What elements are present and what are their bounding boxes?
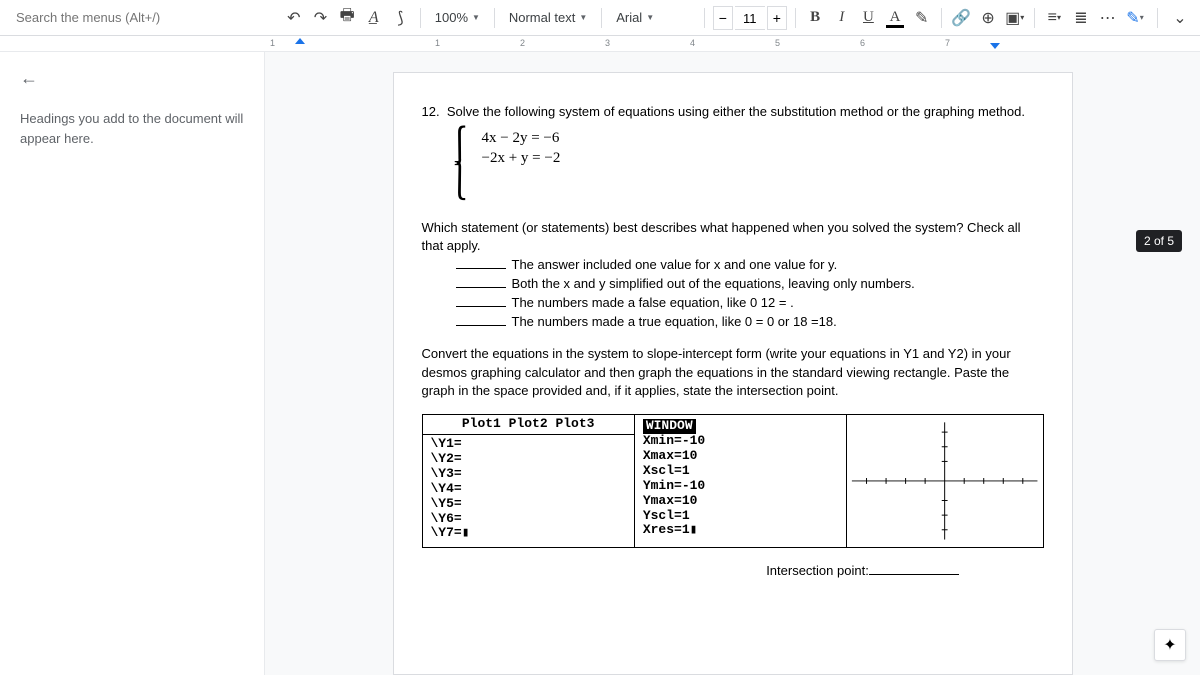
ruler: 1 1 2 3 4 5 6 7 xyxy=(0,36,1200,52)
options-list: The answer included one value for x and … xyxy=(456,256,1044,332)
page: 12. Solve the following system of equati… xyxy=(393,72,1073,675)
outline-back-icon[interactable]: ← xyxy=(20,68,244,89)
redo-icon[interactable]: ↷ xyxy=(309,6,332,30)
print-icon[interactable]: 🖶 xyxy=(336,6,359,30)
intersection-label: Intersection point: xyxy=(766,563,869,578)
y-line: \Y3= xyxy=(431,467,626,482)
calc-y-editor: Plot1 Plot2 Plot3 \Y1= \Y2= \Y3= \Y4= \Y… xyxy=(423,415,635,547)
question-line: 12. Solve the following system of equati… xyxy=(422,103,1044,121)
font-size-increase[interactable]: + xyxy=(767,6,787,30)
ruler-mark: 7 xyxy=(945,38,950,48)
font-size-stepper: − 11 + xyxy=(713,6,787,30)
collapse-icon[interactable]: ⌄ xyxy=(1168,6,1192,30)
bold-button[interactable]: B xyxy=(804,6,827,30)
indent-marker-first[interactable] xyxy=(295,38,305,44)
undo-icon[interactable]: ↶ xyxy=(282,6,305,30)
explore-button[interactable]: ✦ xyxy=(1154,629,1186,661)
equation-2: −2x + y = −2 xyxy=(482,149,561,169)
window-title: WINDOW xyxy=(643,419,696,434)
option-1: The answer included one value for x and … xyxy=(512,257,838,272)
calculator-screenshots: Plot1 Plot2 Plot3 \Y1= \Y2= \Y3= \Y4= \Y… xyxy=(422,414,1044,548)
ruler-mark: 2 xyxy=(520,38,525,48)
blank-line xyxy=(456,287,506,288)
equation-system: ⎰⎱ 4x − 2y = −6 −2x + y = −2 xyxy=(440,129,1044,201)
italic-button[interactable]: I xyxy=(830,6,853,30)
win-line: Yscl=1 xyxy=(643,509,838,524)
option-4: The numbers made a true equation, like 0… xyxy=(512,314,837,329)
style-dropdown[interactable]: Normal text▼ xyxy=(503,5,593,31)
blank-line xyxy=(456,268,506,269)
calc-y-header: Plot1 Plot2 Plot3 xyxy=(423,415,634,435)
win-line: Xscl=1 xyxy=(643,464,838,479)
more-icon[interactable]: ⋯ xyxy=(1096,6,1119,30)
y-line: \Y1= xyxy=(431,437,626,452)
ruler-mark: 1 xyxy=(435,38,440,48)
graph-axes-icon xyxy=(847,415,1042,547)
ruler-mark: 6 xyxy=(860,38,865,48)
page-indicator-badge: 2 of 5 xyxy=(1136,230,1182,252)
link-icon[interactable]: 🔗 xyxy=(950,6,973,30)
font-dropdown[interactable]: Arial▼ xyxy=(610,5,696,31)
text-color-button[interactable]: A xyxy=(884,6,907,30)
outline-panel: ← Headings you add to the document will … xyxy=(0,52,265,675)
font-size-decrease[interactable]: − xyxy=(713,6,733,30)
zoom-value: 100% xyxy=(435,10,468,25)
y-line: \Y2= xyxy=(431,452,626,467)
spellcheck-icon[interactable]: A̲ xyxy=(362,6,385,30)
zoom-dropdown[interactable]: 100%▼ xyxy=(429,5,486,31)
convert-instructions: Convert the equations in the system to s… xyxy=(422,345,1044,400)
menu-search-input[interactable] xyxy=(8,5,254,31)
win-line: Xmin=-10 xyxy=(643,434,838,449)
style-value: Normal text xyxy=(509,10,575,25)
blank-line xyxy=(456,306,506,307)
image-icon[interactable]: ▣▾ xyxy=(1003,6,1026,30)
intersection-blank xyxy=(869,574,959,575)
ruler-mark: 3 xyxy=(605,38,610,48)
win-line: Ymin=-10 xyxy=(643,479,838,494)
win-line: Ymax=10 xyxy=(643,494,838,509)
ruler-mark: 5 xyxy=(775,38,780,48)
blank-line xyxy=(456,325,506,326)
highlight-icon[interactable]: ✎ xyxy=(910,6,933,30)
ruler-mark: 4 xyxy=(690,38,695,48)
document-canvas: 12. Solve the following system of equati… xyxy=(265,52,1200,675)
font-value: Arial xyxy=(616,10,642,25)
intersection-line: Intersection point: xyxy=(422,562,1044,580)
editing-mode-icon[interactable]: ✎▾ xyxy=(1123,6,1147,30)
win-line: Xres=1▮ xyxy=(643,523,838,538)
y-line: \Y6= xyxy=(431,512,626,527)
brace-icon: ⎰⎱ xyxy=(440,129,480,201)
comment-icon[interactable]: ⊕ xyxy=(977,6,1000,30)
question-text: Solve the following system of equations … xyxy=(447,104,1025,119)
line-spacing-icon[interactable]: ≣ xyxy=(1070,6,1093,30)
paint-format-icon[interactable]: ⟆ xyxy=(389,6,412,30)
y-line: \Y7=▮ xyxy=(431,526,626,541)
calc-window: WINDOW Xmin=-10 Xmax=10 Xscl=1 Ymin=-10 … xyxy=(635,415,847,547)
option-3: The numbers made a false equation, like … xyxy=(512,295,794,310)
font-size-value[interactable]: 11 xyxy=(735,6,765,30)
equation-1: 4x − 2y = −6 xyxy=(482,129,561,149)
outline-hint: Headings you add to the document will ap… xyxy=(20,109,244,148)
option-2: Both the x and y simplified out of the e… xyxy=(512,276,915,291)
question-number: 12. xyxy=(422,104,440,119)
y-line: \Y4= xyxy=(431,482,626,497)
indent-marker-right[interactable] xyxy=(990,43,1000,49)
win-line: Xmax=10 xyxy=(643,449,838,464)
ruler-mark: 1 xyxy=(270,38,275,48)
align-icon[interactable]: ≡▾ xyxy=(1043,6,1066,30)
calc-graph xyxy=(847,415,1042,547)
y-line: \Y5= xyxy=(431,497,626,512)
underline-button[interactable]: U xyxy=(857,6,880,30)
toolbar: ↶ ↷ 🖶 A̲ ⟆ 100%▼ Normal text▼ Arial▼ − 1… xyxy=(0,0,1200,36)
which-statement: Which statement (or statements) best des… xyxy=(422,219,1044,255)
main-area: ← Headings you add to the document will … xyxy=(0,52,1200,675)
